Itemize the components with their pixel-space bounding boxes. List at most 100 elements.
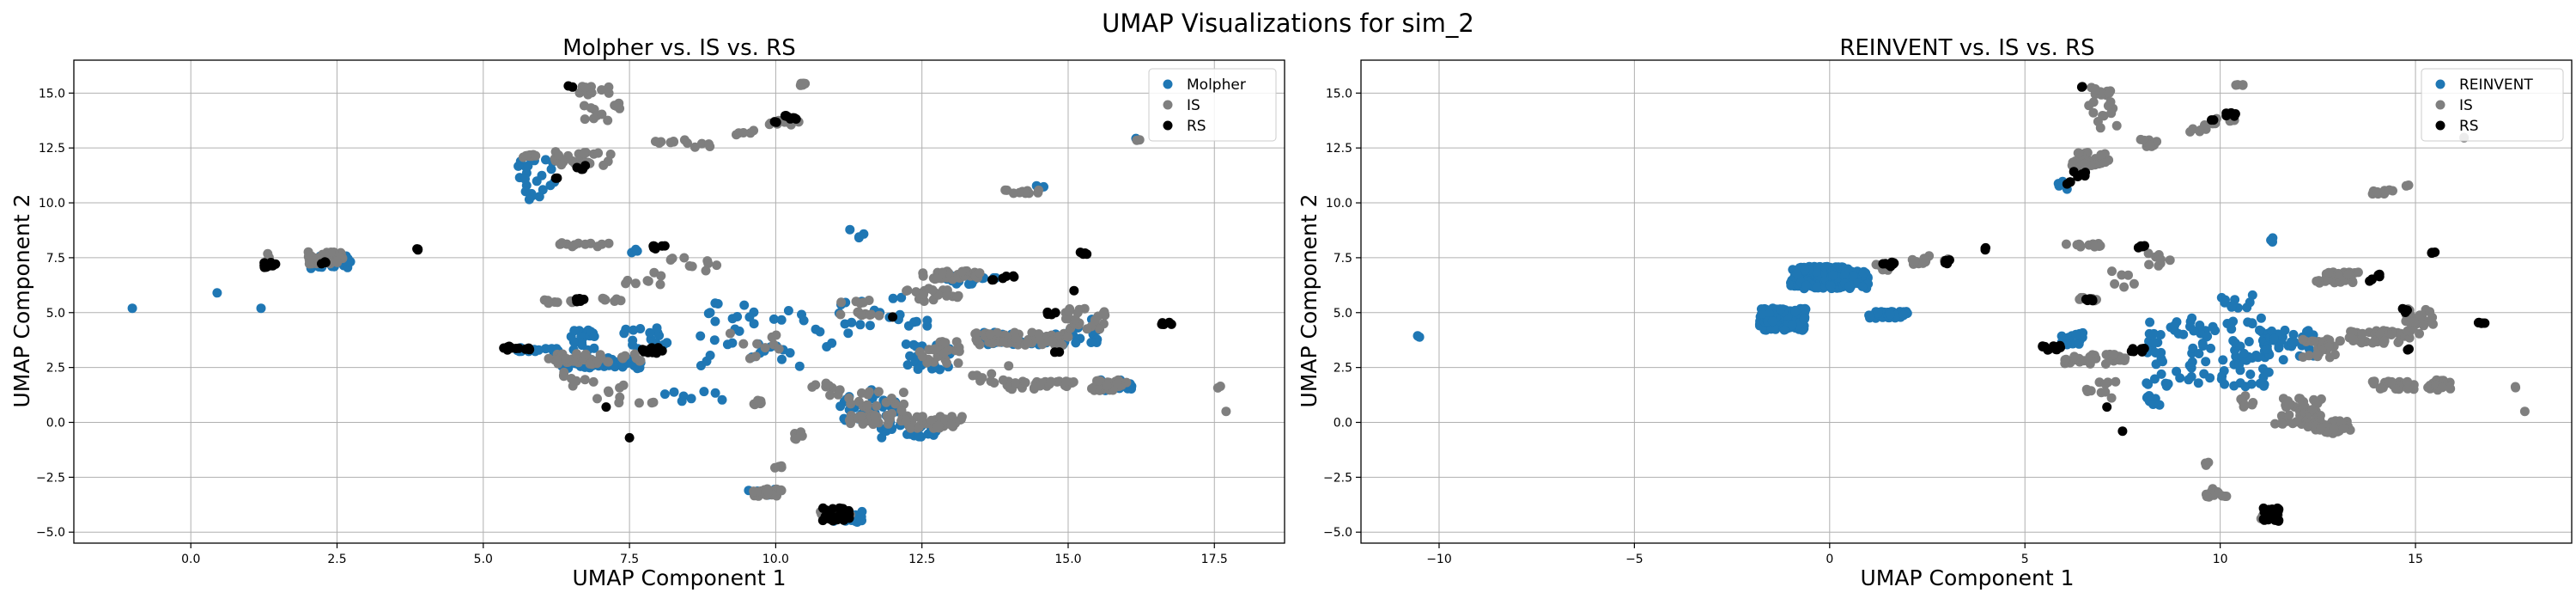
scatter-point xyxy=(975,268,985,278)
y-tick-label: 15.0 xyxy=(39,87,65,101)
scatter-point xyxy=(1064,307,1074,316)
scatter-point xyxy=(855,309,866,320)
scatter-point xyxy=(645,327,655,338)
y-tick-label: −5.0 xyxy=(36,526,65,540)
scatter-point xyxy=(2425,307,2435,317)
scatter-point xyxy=(2391,384,2401,394)
scatter-point xyxy=(2247,400,2257,410)
scatter-point xyxy=(2227,301,2237,311)
x-tick-label: 2.5 xyxy=(327,553,346,566)
scatter-point xyxy=(2278,355,2288,365)
scatter-point xyxy=(669,387,679,397)
scatter-point xyxy=(632,246,642,256)
scatter-point xyxy=(263,248,273,259)
scatter-point xyxy=(905,351,915,361)
scatter-point xyxy=(2060,355,2070,365)
scatter-point xyxy=(615,382,625,393)
scatter-point xyxy=(331,256,342,266)
chart-molpher: Molpher vs. IS vs. RS UMAP Component 1 U… xyxy=(9,35,1285,590)
legend-marker xyxy=(2435,120,2445,131)
scatter-point xyxy=(855,320,866,330)
scatter-point xyxy=(604,238,614,248)
scatter-point xyxy=(1008,271,1018,281)
scatter-point xyxy=(922,315,933,326)
x-tick-label: 17.5 xyxy=(1201,553,1228,566)
scatter-point xyxy=(709,335,720,345)
scatter-point xyxy=(2117,426,2128,437)
scatter-point xyxy=(1839,271,1850,281)
scatter-point xyxy=(2231,80,2241,90)
scatter-point xyxy=(580,349,591,359)
scatter-point xyxy=(413,244,423,254)
scatter-point xyxy=(2193,378,2203,388)
scatter-point xyxy=(1024,338,1033,348)
scatter-point xyxy=(2519,406,2530,417)
scatter-point xyxy=(2165,255,2175,266)
scatter-point xyxy=(887,408,897,419)
scatter-point xyxy=(648,242,659,253)
scatter-point xyxy=(998,375,1008,385)
scatter-point xyxy=(2100,157,2111,168)
scatter-point xyxy=(2101,350,2111,360)
scatter-point xyxy=(940,338,951,348)
scatter-point xyxy=(2427,248,2437,258)
scatter-point xyxy=(734,326,744,336)
scatter-point xyxy=(939,348,949,358)
scatter-point xyxy=(817,516,828,526)
scatter-point xyxy=(859,229,869,239)
scatter-point xyxy=(1799,314,1809,324)
scatter-point xyxy=(1086,338,1097,347)
scatter-point xyxy=(2144,260,2154,270)
scatter-point xyxy=(2269,333,2279,344)
scatter-point xyxy=(2160,378,2171,388)
y-tick-label: −2.5 xyxy=(36,471,65,485)
scatter-point xyxy=(2343,269,2354,279)
legend-box xyxy=(1148,68,1277,142)
scatter-point xyxy=(1848,271,1858,281)
scatter-point xyxy=(1215,382,1225,391)
scatter-point xyxy=(906,423,916,433)
scatter-point xyxy=(896,292,907,302)
scatter-point xyxy=(320,250,331,260)
x-tick-label: 0.0 xyxy=(181,553,200,566)
scatter-point xyxy=(799,315,809,326)
scatter-point xyxy=(2240,382,2251,392)
scatter-point xyxy=(2298,334,2308,345)
scatter-point xyxy=(2239,348,2249,358)
scatter-point xyxy=(825,390,835,400)
scatter-point xyxy=(989,378,999,388)
scatter-point xyxy=(1070,315,1080,325)
scatter-point xyxy=(1828,270,1838,280)
scatter-point xyxy=(919,290,929,299)
scatter-point xyxy=(659,389,670,400)
scatter-point xyxy=(954,346,964,357)
scatter-point xyxy=(259,260,270,271)
scatter-point xyxy=(2145,317,2155,327)
scatter-point xyxy=(2242,302,2252,313)
x-tick-label: 0 xyxy=(1826,553,1833,566)
scatter-point xyxy=(1765,309,1775,319)
scatter-point xyxy=(604,388,614,397)
y-tick-label: 2.5 xyxy=(46,362,65,376)
scatter-point xyxy=(987,275,997,285)
scatter-point xyxy=(846,399,856,409)
scatter-point xyxy=(2145,140,2155,150)
scatter-point xyxy=(1001,272,1012,281)
scatter-point xyxy=(605,150,616,159)
scatter-point xyxy=(2302,327,2312,337)
scatter-point xyxy=(913,364,923,375)
x-axis-label: UMAP Component 1 xyxy=(1861,565,2075,590)
scatter-point xyxy=(827,338,837,348)
scatter-point xyxy=(2071,329,2081,339)
scatter-point xyxy=(2076,82,2087,92)
legend: Molpher IS RS xyxy=(1148,68,1277,142)
scatter-point xyxy=(767,332,777,342)
scatter-point xyxy=(630,278,641,289)
scatter-point xyxy=(588,376,598,387)
scatter-point xyxy=(2372,186,2383,197)
scatter-point xyxy=(524,194,534,205)
scatter-point xyxy=(2202,492,2212,502)
scatter-point xyxy=(650,137,660,147)
y-tick-label: 7.5 xyxy=(46,252,65,266)
scatter-point xyxy=(1899,310,1909,321)
